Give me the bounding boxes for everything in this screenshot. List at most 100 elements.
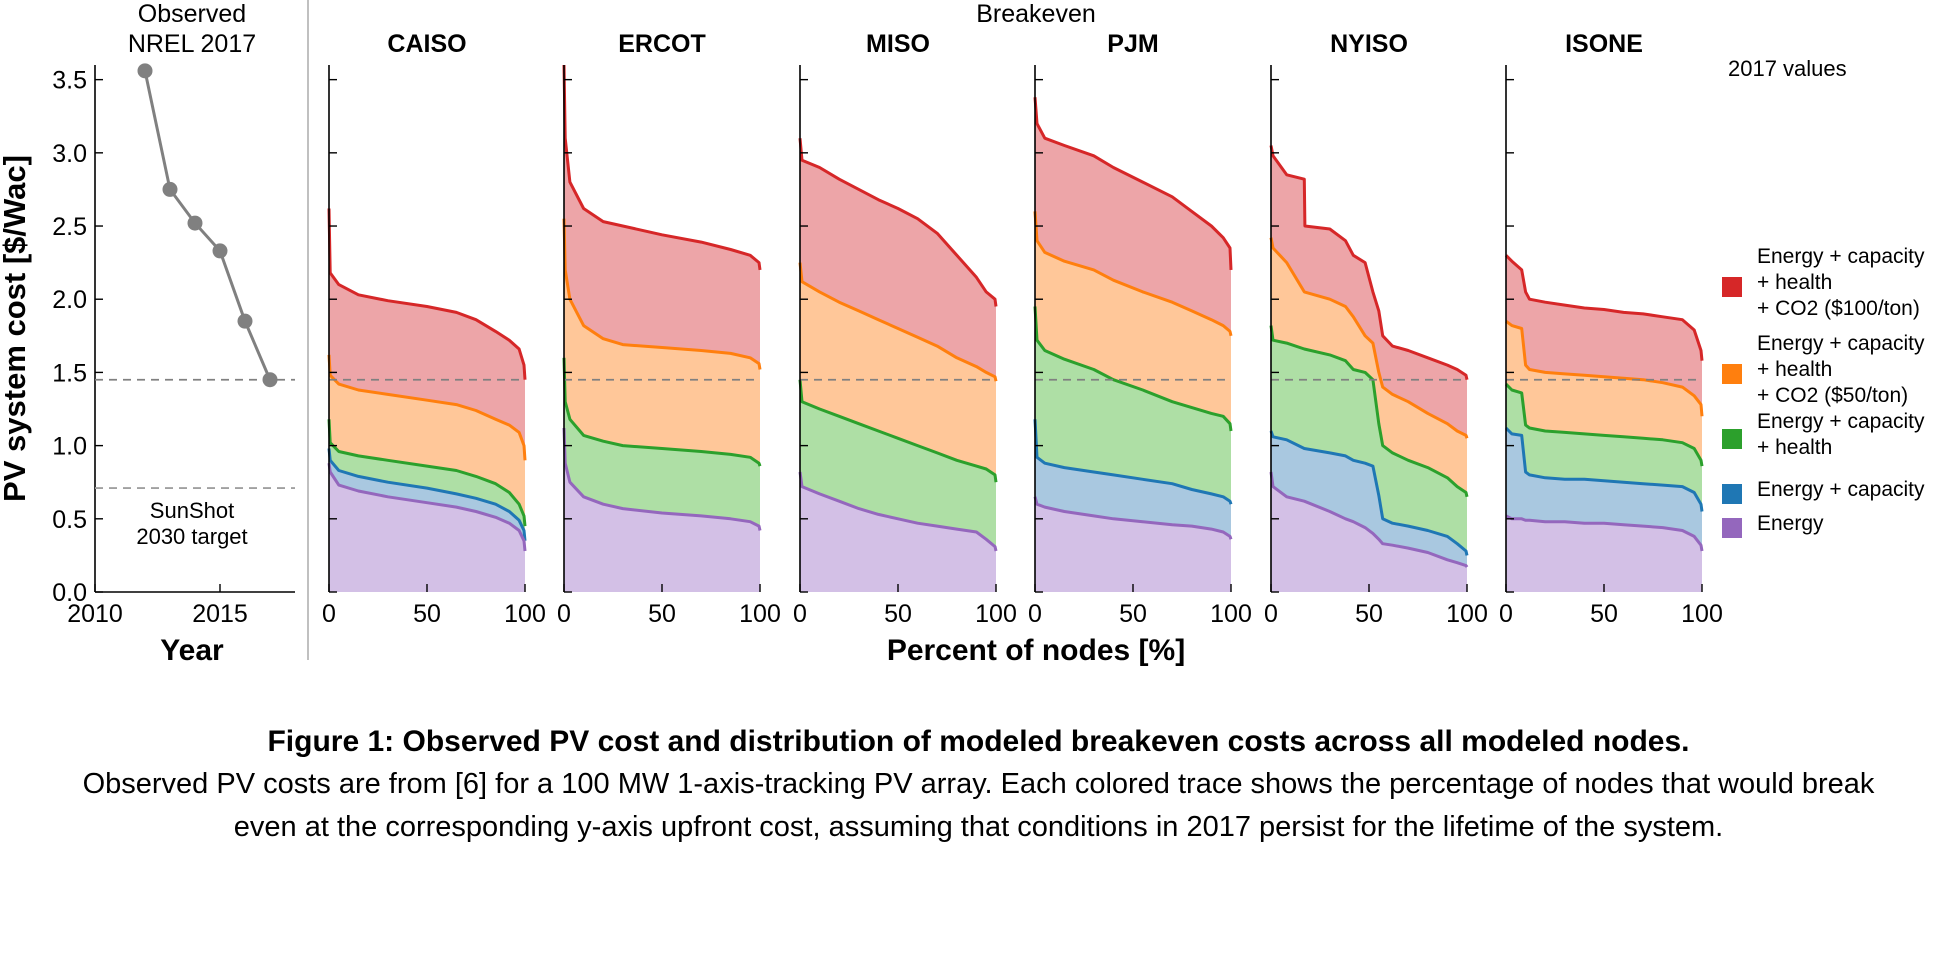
area-band-co2_50 — [564, 218, 760, 467]
legend-label-co2_50: + health — [1757, 358, 1832, 381]
observed-cost-point — [237, 313, 253, 329]
panel-x-tick-label: 100 — [1446, 600, 1488, 628]
area-band-health — [1271, 325, 1467, 556]
observed-panel-title: Observed — [138, 0, 246, 28]
series-line-health — [1504, 383, 1704, 467]
series-line-energy — [1269, 471, 1469, 568]
breakeven-panel-isone — [1504, 65, 1704, 593]
legend-swatch-health — [1722, 429, 1742, 449]
legend-label-co2_50: + CO2 ($50/ton) — [1757, 384, 1908, 407]
y-tick-label: 3.5 — [52, 67, 87, 95]
panel-x-tick-label: 50 — [1590, 600, 1618, 628]
series-line-health — [562, 357, 762, 467]
panel-title-caiso: CAISO — [387, 30, 466, 58]
series-line-health — [1033, 306, 1233, 432]
area-band-co2_50 — [800, 262, 996, 483]
caption-body: Observed PV costs are from [6] for a 100… — [82, 768, 1875, 843]
series-line-co2_50 — [1033, 211, 1233, 337]
series-line-capacity — [1033, 419, 1233, 505]
area-band-energy — [1506, 515, 1702, 592]
area-band-health — [564, 357, 760, 531]
area-band-co2_50 — [1506, 321, 1702, 467]
area-band-capacity — [329, 448, 525, 551]
series-line-co2_50 — [1269, 237, 1469, 439]
y-tick-label: 2.0 — [52, 286, 87, 314]
panel-x-tick-label: 50 — [648, 600, 676, 628]
series-line-energy — [327, 462, 527, 552]
y-tick-label: 0.5 — [52, 506, 87, 534]
area-band-energy — [1035, 496, 1231, 592]
panel-title-isone: ISONE — [1565, 30, 1643, 58]
legend-label-co2_100: + health — [1757, 271, 1832, 294]
y-axis-label: PV system cost [$/Wac] — [0, 155, 32, 502]
area-band-co2_100 — [329, 208, 525, 461]
legend-swatch-co2_50 — [1722, 364, 1742, 384]
series-line-co2_50 — [1505, 319, 1704, 417]
panel-x-tick-label: 100 — [1210, 600, 1252, 628]
series-line-capacity — [1504, 426, 1704, 512]
figure-caption: Figure 1: Observed PV cost and distribut… — [60, 720, 1897, 849]
series-line-co2_50 — [798, 262, 998, 382]
caption-title: Figure 1: Observed PV cost and distribut… — [267, 725, 1690, 758]
series-line-co2_100 — [1269, 145, 1469, 381]
area-band-co2_50 — [1271, 237, 1467, 497]
legend-label-health: Energy + capacity — [1757, 410, 1925, 433]
series-line-co2_100 — [562, 64, 762, 271]
panel-x-tick-label: 50 — [1119, 600, 1147, 628]
legend-swatch-co2_100 — [1722, 277, 1742, 297]
area-band-co2_100 — [1035, 97, 1231, 336]
area-band-energy — [564, 428, 760, 592]
values-year-note: 2017 values — [1728, 56, 1847, 81]
panel-x-tick-label: 50 — [1355, 600, 1383, 628]
breakeven-panel-pjm — [1033, 65, 1233, 593]
panel-x-tick-label: 100 — [1681, 600, 1723, 628]
area-band-health — [1035, 306, 1231, 505]
breakeven-panel-miso — [798, 65, 998, 593]
legend-label-energy: Energy — [1757, 512, 1824, 535]
legend-label-capacity: Energy + capacity — [1757, 478, 1925, 501]
panel-x-tick-label: 0 — [1499, 600, 1513, 628]
panel-title-nyiso: NYISO — [1330, 30, 1408, 58]
x-axis-label-year: Year — [160, 634, 224, 667]
area-band-co2_50 — [1035, 211, 1231, 431]
legend-label-co2_50: Energy + capacity — [1757, 332, 1925, 355]
area-band-health — [1506, 384, 1702, 512]
series-line-health — [798, 379, 998, 483]
legend-label-co2_100: Energy + capacity — [1757, 245, 1925, 268]
observed-cost-line — [143, 70, 272, 381]
breakeven-supertitle: Breakeven — [976, 0, 1096, 28]
series-line-co2_100 — [798, 138, 998, 307]
panel-title-ercot: ERCOT — [618, 30, 706, 58]
series-line-co2_100 — [1504, 254, 1704, 361]
series-line-capacity — [327, 448, 527, 541]
observed-cost-point — [187, 215, 203, 231]
sunshot-label: 2030 target — [136, 524, 247, 549]
observed-cost-point — [137, 63, 153, 79]
breakeven-panel-caiso — [327, 65, 527, 593]
panel-x-tick-label: 100 — [504, 600, 546, 628]
area-band-co2_100 — [1506, 255, 1702, 417]
series-line-energy — [1033, 496, 1233, 540]
series-line-capacity — [1269, 430, 1469, 556]
observed-cost-point — [212, 243, 228, 259]
breakeven-panel-nyiso — [1269, 65, 1469, 593]
series-line-co2_50 — [562, 218, 762, 370]
x-tick-label: 2015 — [192, 600, 248, 628]
area-band-capacity — [1271, 431, 1467, 568]
legend-label-health: + health — [1757, 436, 1832, 459]
panel-title-miso: MISO — [866, 30, 930, 58]
observed-cost-point — [262, 372, 278, 388]
legend-label-co2_100: + CO2 ($100/ton) — [1757, 297, 1920, 320]
y-tick-label: 1.5 — [52, 359, 87, 387]
series-line-health — [327, 419, 527, 527]
panel-x-tick-label: 0 — [1028, 600, 1042, 628]
series-line-energy — [1505, 514, 1704, 552]
area-band-co2_50 — [329, 354, 525, 527]
series-line-energy — [798, 471, 998, 552]
panel-x-tick-label: 0 — [793, 600, 807, 628]
legend-swatch-energy — [1722, 518, 1742, 538]
series-line-co2_100 — [1033, 97, 1233, 270]
area-band-energy — [800, 472, 996, 592]
panel-x-tick-label: 100 — [975, 600, 1017, 628]
